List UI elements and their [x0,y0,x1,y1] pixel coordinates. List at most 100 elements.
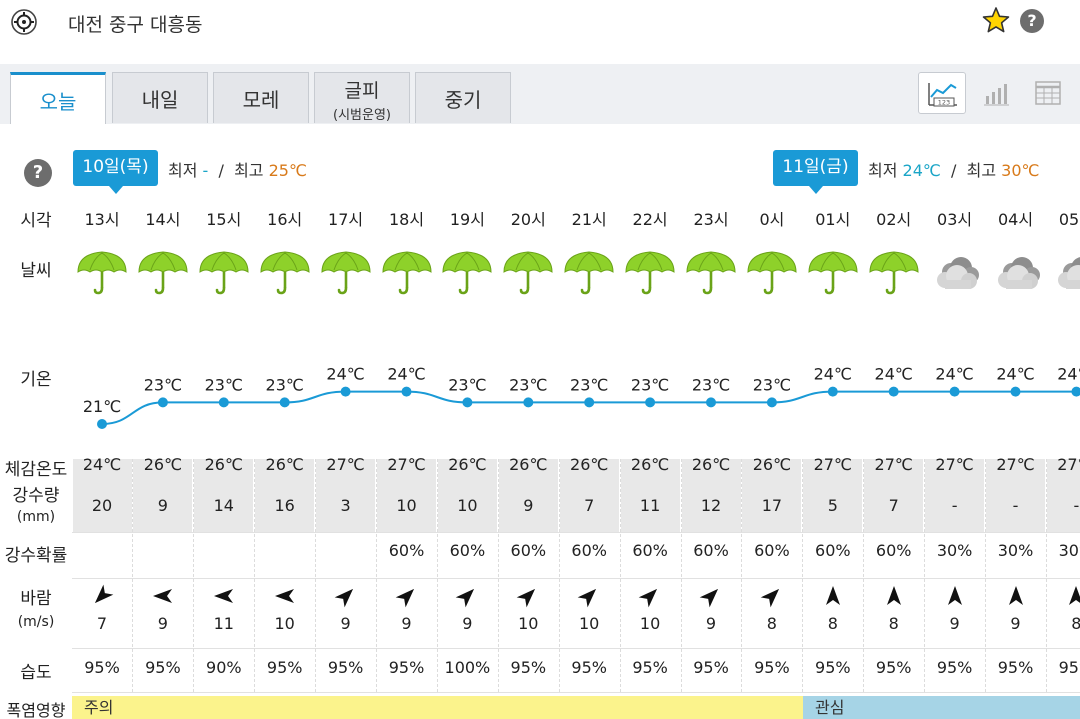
wind-direction-arrow-icon [638,588,658,608]
hour-label: 01시 [815,210,851,229]
precip-prob-value: 30% [936,541,973,560]
column-divider [619,459,621,692]
wind-speed-value: 10 [639,614,661,633]
umbrella-rain-icon [503,251,553,295]
umbrella-rain-icon [381,251,432,295]
wind-direction-arrow-icon [825,586,840,605]
precip-value: 10 [457,496,478,515]
column-divider [741,459,743,692]
bar-graph-icon [984,84,1009,106]
temperature-point [218,397,229,408]
precip-value: 9 [157,496,168,515]
precip-cell-bg [1046,459,1080,532]
tab-midterm[interactable]: 중기 [415,72,511,123]
max-label: 최고 [234,161,264,180]
favorite-star-icon[interactable] [982,6,1010,34]
tab-label: 내일 [141,88,179,112]
heat-impact-warning: 주의 [72,696,803,719]
wind-direction-arrow-icon [886,586,901,605]
temperature-label: 23℃ [205,375,243,394]
feels-like-value: 27℃ [387,455,426,474]
svg-text:123: 123 [938,99,950,107]
humidity-value: 95% [327,658,364,677]
row-divider [72,692,1080,693]
tab-strip: 오늘 내일 모레 글피 (시범운영) 중기 123 [0,64,1080,124]
location-name[interactable]: 대전 중구 대흥동 [68,14,203,36]
feels-like-value: 26℃ [265,455,304,474]
umbrella-rain-icon [686,251,736,295]
top-bar: 대전 중구 대흥동 ? [0,0,1080,44]
precip-cell-bg [620,459,680,532]
temperature-label: 23℃ [570,375,608,394]
temperature-label: 23℃ [266,375,304,394]
wind-speed-value: 11 [213,614,234,633]
column-divider [1045,459,1047,692]
row-label-wind: 바람 (m/s) [0,588,72,633]
precip-value: 14 [213,496,234,515]
cloudy-icon [997,257,1040,289]
tab-label: 글피 [344,80,380,102]
temperature-point [340,386,351,397]
column-divider [924,459,926,692]
graph-view-button[interactable]: 123 [918,72,966,114]
column-divider [985,459,986,692]
humidity-value: 95% [571,658,607,677]
bar-view-button[interactable] [972,72,1020,114]
feels-like-value: 26℃ [630,455,670,474]
precip-cell-bg [133,459,193,532]
temperature-line [101,390,1080,425]
temperature-point [949,386,960,397]
precip-prob-value: 60% [449,541,486,560]
row-label-weather: 날씨 [20,261,52,281]
tab-label: 오늘 [39,90,77,114]
wind-speed-value: 10 [579,614,600,633]
tab-label: 중기 [444,88,482,112]
wind-speed-value: 8 [1071,614,1080,633]
temperature-label: 24℃ [326,365,364,384]
temperature-point [462,397,473,408]
table-view-button[interactable] [1024,72,1072,114]
tab-today[interactable]: 오늘 [10,72,106,124]
precip-value: 3 [340,496,351,515]
temperature-label: 24℃ [875,365,913,384]
feels-like-value: 27℃ [813,455,852,474]
precip-cell-bg [72,459,132,532]
row-label-temp: 기온 [20,370,52,390]
tab-tomorrow[interactable]: 내일 [112,72,208,123]
line-graph-icon: 123 [928,83,957,107]
humidity-value: 95% [84,658,120,677]
wind-direction-arrow-icon [516,588,536,608]
precip-prob-value: 60% [815,541,851,560]
temperature-point [827,386,838,397]
wind-direction-arrow-icon [947,586,962,605]
wind-speed-value: 9 [401,614,412,633]
precip-cell-bg [864,459,924,532]
tab-three-days[interactable]: 글피 (시범운영) [314,72,410,123]
table-grid-icon [1035,81,1061,105]
feels-like-value: 27℃ [1057,455,1080,474]
wind-direction-arrow-icon [456,588,475,608]
precip-value: 10 [396,496,417,515]
table-help-icon[interactable]: ? [24,159,52,187]
wind-direction-arrow-icon [1008,586,1023,605]
min-label: 최저 [168,161,198,180]
wind-direction-arrow-icon [213,589,233,603]
temperature-label: 23℃ [448,375,486,394]
row-label-precip: 강수량 (mm) [0,486,72,527]
min-label: 최저 [868,161,898,180]
precip-value: 20 [91,496,113,515]
wind-direction-arrow-icon [1069,586,1080,605]
humidity-value: 95% [388,658,425,677]
wind-direction-arrow-icon [274,589,294,603]
location-target-icon[interactable] [10,8,38,36]
column-divider [436,459,438,692]
min-temp: - [202,161,209,180]
column-divider [132,459,134,692]
tab-day-after[interactable]: 모레 [213,72,309,123]
help-icon[interactable]: ? [1020,9,1044,33]
umbrella-rain-icon [260,251,310,295]
heat-impact-watch: 관심 [803,696,1080,719]
precip-prob-value: 30% [997,541,1034,560]
feels-like-value: 27℃ [874,455,913,474]
hour-label: 04시 [997,210,1034,229]
